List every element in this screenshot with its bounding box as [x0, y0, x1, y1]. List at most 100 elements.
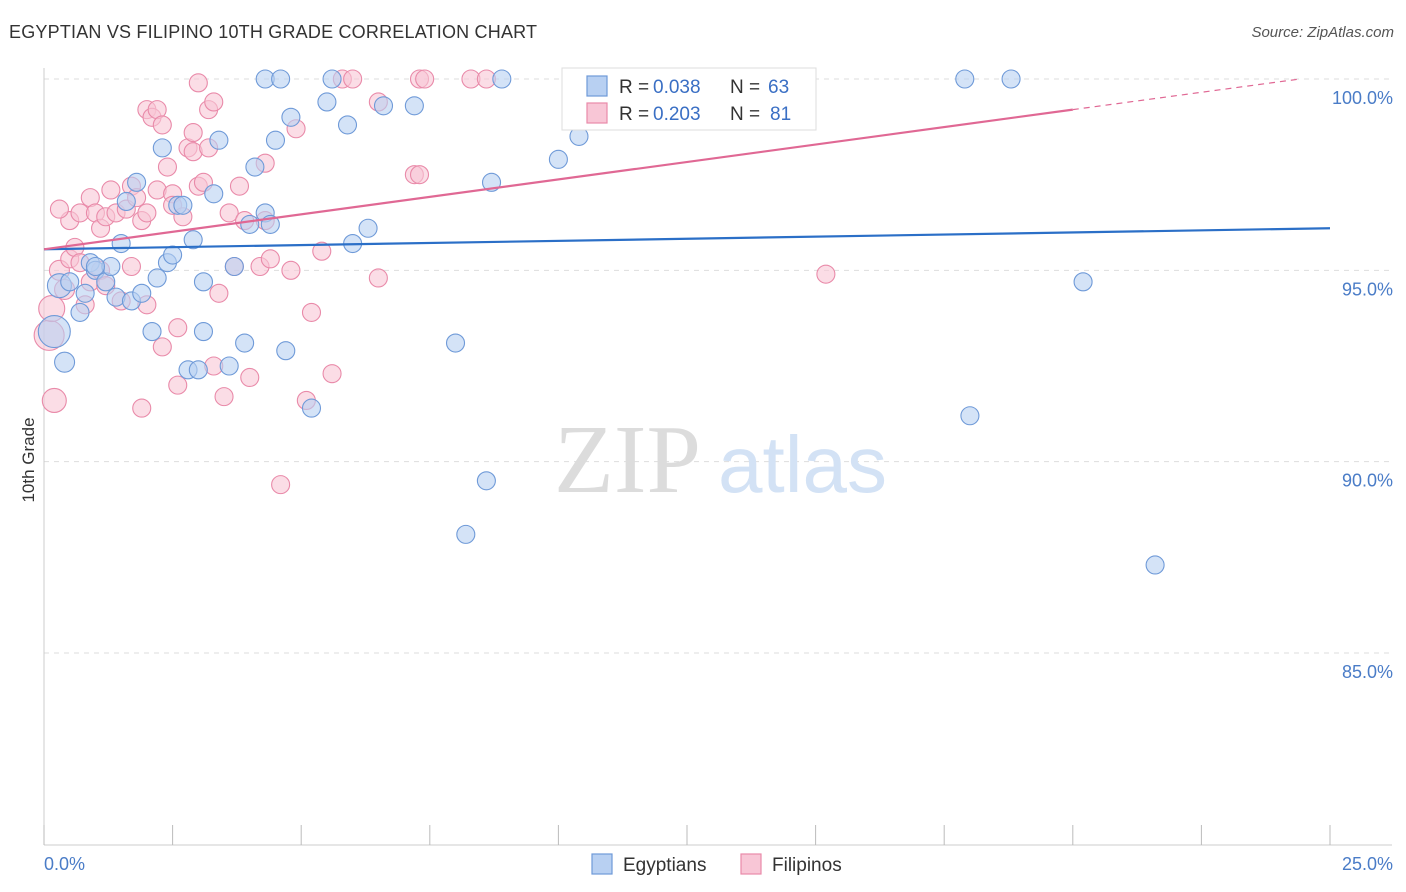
egyptian-point	[188, 360, 208, 380]
egyptian-point	[85, 256, 105, 277]
watermark-atlas: atlas	[718, 420, 887, 509]
egyptian-point	[281, 107, 301, 127]
filipino-point	[137, 203, 157, 223]
filipino-point	[312, 241, 332, 261]
legend-r-value-egyptians: 0.038	[653, 77, 701, 98]
egyptian-point	[193, 322, 214, 342]
legend: R = 0.038 N = 63 R = 0.203 N = 81	[561, 67, 817, 131]
egyptian-point	[358, 218, 378, 238]
x-tick-label: 25.0%	[1342, 854, 1393, 874]
filipino-point	[229, 176, 250, 196]
egyptian-point	[373, 96, 394, 116]
y-tick-label: 95.0%	[1342, 279, 1393, 299]
egyptian-point	[209, 130, 229, 150]
egyptian-point	[132, 283, 152, 303]
bottom-legend-label-egyptians: Egyptians	[623, 855, 706, 876]
filipino-point	[260, 249, 280, 269]
filipino-point	[183, 123, 203, 143]
egyptian-point	[245, 157, 265, 177]
egyptian-point	[271, 69, 291, 89]
filipino-point	[368, 268, 388, 288]
y-axis-title: 10th Grade	[19, 417, 38, 502]
egyptian-point	[183, 230, 203, 250]
egyptian-point	[173, 195, 193, 215]
trend-lines	[43, 78, 1331, 251]
egyptian-point	[1145, 555, 1165, 575]
egyptian-point	[142, 322, 162, 342]
filipino-point	[209, 283, 229, 303]
filipino-point	[121, 256, 141, 277]
legend-r-value-filipinos: 0.203	[653, 104, 701, 125]
filipino-point	[271, 475, 291, 495]
filipino-point	[188, 73, 208, 93]
filipinos-trend-line	[43, 108, 1073, 251]
filipino-point	[152, 115, 172, 135]
data-points	[33, 69, 1165, 575]
egyptian-point	[404, 96, 424, 116]
egyptian-point	[75, 283, 95, 303]
bottom-legend-swatch-egyptians	[591, 853, 613, 875]
filipino-point	[204, 92, 224, 112]
bottom-legend: Egyptians Filipinos	[591, 853, 842, 876]
egyptian-point	[1073, 272, 1093, 292]
watermark-zip: ZIP	[554, 406, 701, 514]
egyptian-point	[337, 115, 358, 135]
egyptian-point	[960, 406, 980, 426]
filipino-point	[415, 69, 435, 89]
filipino-point	[49, 199, 69, 219]
chart-source: Source: ZipAtlas.com	[1251, 24, 1394, 41]
egyptian-point	[301, 398, 322, 418]
egyptian-point	[147, 268, 167, 288]
egyptian-point	[204, 184, 224, 204]
egyptian-point	[476, 471, 496, 491]
filipino-point	[301, 302, 322, 322]
filipino-point	[157, 157, 178, 177]
legend-n-label-egyptians: N =	[730, 77, 760, 98]
y-tick-label: 90.0%	[1342, 471, 1393, 491]
egyptian-point	[116, 191, 136, 212]
filipino-point	[322, 364, 342, 384]
legend-swatch-egyptians	[586, 75, 608, 97]
bottom-legend-label-filipinos: Filipinos	[772, 855, 842, 876]
egyptian-point	[163, 245, 183, 265]
bottom-legend-swatch-filipinos	[740, 853, 762, 875]
filipino-point	[816, 264, 836, 284]
x-tick-label: 0.0%	[44, 854, 85, 874]
legend-n-label-filipinos: N =	[730, 104, 760, 125]
egyptian-point	[224, 256, 244, 277]
legend-r-label-egyptians: R =	[619, 77, 649, 98]
egyptian-point	[127, 172, 147, 192]
egyptian-point	[317, 92, 337, 112]
filipino-point	[132, 398, 152, 418]
egyptian-point	[322, 69, 342, 89]
egyptian-point	[456, 524, 476, 544]
filipino-point	[168, 375, 188, 395]
egyptian-point	[955, 69, 975, 89]
legend-r-label-filipinos: R =	[619, 104, 649, 125]
filipino-point	[152, 337, 172, 357]
chart-title: EGYPTIAN VS FILIPINO 10TH GRADE CORRELAT…	[9, 22, 538, 42]
filipino-point	[281, 260, 301, 280]
y-tick-label: 85.0%	[1342, 662, 1393, 682]
egyptian-point	[70, 302, 90, 322]
filipinos-trend-extension	[1072, 78, 1301, 111]
egyptian-point	[1001, 69, 1021, 89]
watermark: ZIP atlas	[554, 406, 887, 514]
egyptian-point	[492, 69, 512, 89]
filipino-point	[240, 367, 260, 388]
egyptian-point	[235, 333, 255, 353]
filipino-point	[41, 387, 67, 413]
egyptian-point	[54, 351, 76, 373]
egyptian-point	[152, 138, 172, 158]
filipino-point	[101, 180, 121, 200]
filipino-point	[343, 69, 363, 89]
legend-n-value-filipinos: 81	[770, 104, 791, 125]
egyptian-point	[445, 333, 466, 353]
axes: 0.0% 25.0%	[43, 68, 1393, 874]
egyptians-trend-line	[43, 227, 1331, 251]
filipino-point	[168, 318, 188, 338]
egyptian-point	[37, 315, 71, 349]
y-tick-label: 100.0%	[1332, 88, 1393, 108]
egyptian-point	[193, 272, 214, 292]
